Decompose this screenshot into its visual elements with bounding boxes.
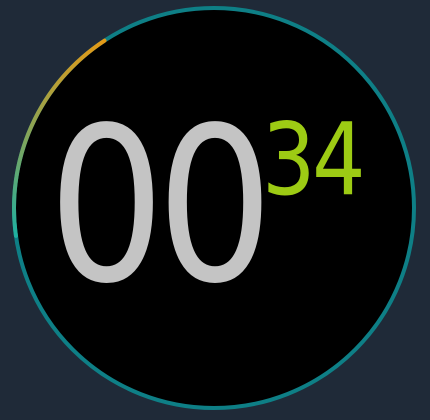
seconds-display: 34 (262, 101, 366, 218)
minutes-display: 00 (48, 82, 274, 331)
dial-face (14, 8, 414, 408)
progress-ring-arc (12, 38, 107, 238)
